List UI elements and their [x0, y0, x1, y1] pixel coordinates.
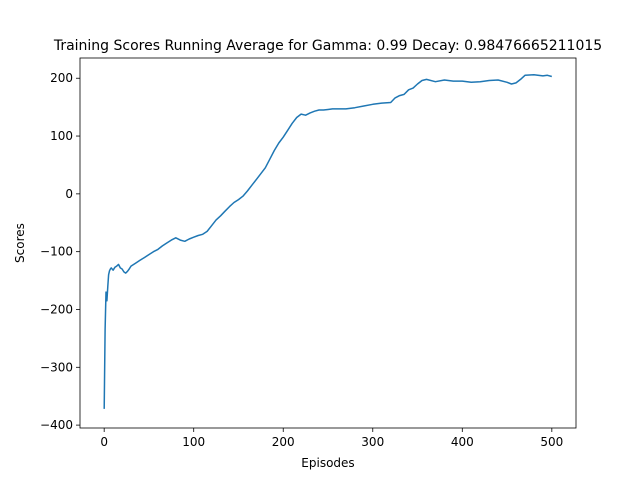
plot-area [80, 58, 576, 428]
y-tick-label: 100 [50, 129, 73, 143]
x-tick-label: 400 [451, 435, 474, 449]
y-tick-label: −200 [40, 302, 73, 316]
x-tick-label: 100 [182, 435, 205, 449]
chart-title: Training Scores Running Average for Gamm… [53, 38, 602, 54]
x-tick-label: 0 [100, 435, 108, 449]
y-axis-label: Scores [13, 223, 27, 263]
y-tick-label: −300 [40, 360, 73, 374]
plot-frame [79, 57, 577, 429]
y-tick-label: 0 [65, 187, 73, 201]
x-tick-label: 200 [272, 435, 295, 449]
y-tick-label: −400 [40, 418, 73, 432]
y-tick-label: −100 [40, 245, 73, 259]
x-tick-label: 500 [540, 435, 563, 449]
x-tick-label: 300 [361, 435, 384, 449]
axis-ticks: 0 100 200 300 400 500 −400 −300 −200 −100 0 100 200 [40, 71, 563, 449]
y-tick-label: 200 [50, 71, 73, 85]
series-line [103, 74, 552, 409]
x-axis-label: Episodes [301, 456, 354, 470]
